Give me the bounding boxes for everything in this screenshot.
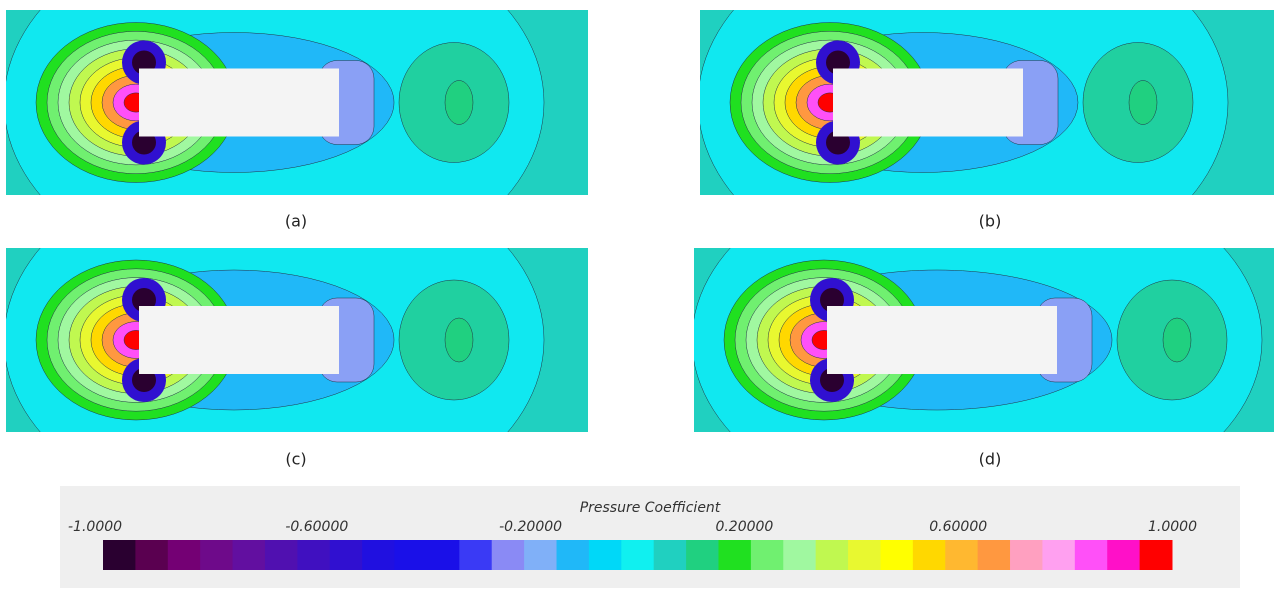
color-swatch bbox=[945, 540, 978, 570]
figure: Pressure Coefficient (a) (b) (c) (d) -1.0000… bbox=[0, 0, 1280, 590]
color-swatch bbox=[880, 540, 913, 570]
color-swatch bbox=[427, 540, 460, 570]
body bbox=[139, 69, 339, 137]
color-swatch bbox=[362, 540, 395, 570]
color-swatch bbox=[589, 540, 622, 570]
tick-label: 0.20000 bbox=[715, 519, 773, 535]
body bbox=[827, 306, 1057, 374]
color-swatch bbox=[1042, 540, 1075, 570]
color-swatch bbox=[848, 540, 881, 570]
color-swatch bbox=[718, 540, 751, 570]
wake-core bbox=[1163, 318, 1191, 362]
contour-layers bbox=[698, 0, 1274, 288]
tick-label: 0.60000 bbox=[929, 519, 987, 535]
tick-label: -0.60000 bbox=[285, 519, 348, 535]
color-swatch bbox=[1075, 540, 1108, 570]
color-swatch bbox=[330, 540, 363, 570]
tick-label: -0.20000 bbox=[499, 519, 562, 535]
colorbar-title: Pressure Coefficient bbox=[580, 500, 721, 516]
color-swatch bbox=[265, 540, 298, 570]
color-swatch bbox=[395, 540, 428, 570]
color-swatch bbox=[1010, 540, 1043, 570]
color-swatch bbox=[200, 540, 233, 570]
color-swatch bbox=[103, 540, 136, 570]
color-swatch bbox=[557, 540, 590, 570]
tick-label: -1.0000 bbox=[68, 519, 122, 535]
contour-plot bbox=[4, 0, 588, 288]
color-swatch bbox=[168, 540, 201, 570]
color-swatch bbox=[686, 540, 719, 570]
wake-core bbox=[445, 81, 473, 125]
panel-label: (a) bbox=[285, 212, 307, 231]
contour-layers bbox=[4, 0, 588, 288]
color-swatch bbox=[654, 540, 687, 570]
wake-core bbox=[445, 318, 473, 362]
panel-label: (c) bbox=[285, 450, 306, 469]
wake-core bbox=[1129, 81, 1157, 125]
color-swatch bbox=[492, 540, 525, 570]
color-swatch bbox=[459, 540, 492, 570]
contour-plot bbox=[698, 0, 1274, 288]
color-swatch bbox=[1140, 540, 1173, 570]
color-swatch bbox=[751, 540, 784, 570]
tick-label: 1.0000 bbox=[1148, 519, 1197, 535]
color-swatch bbox=[297, 540, 330, 570]
body bbox=[833, 69, 1023, 137]
color-swatch bbox=[621, 540, 654, 570]
color-swatch bbox=[913, 540, 946, 570]
color-swatch bbox=[1107, 540, 1140, 570]
color-swatch bbox=[978, 540, 1011, 570]
panel-label: (b) bbox=[979, 212, 1002, 231]
body bbox=[139, 306, 339, 374]
color-swatch bbox=[135, 540, 168, 570]
color-swatch bbox=[783, 540, 816, 570]
color-swatch bbox=[233, 540, 266, 570]
color-swatch bbox=[816, 540, 849, 570]
color-swatch bbox=[524, 540, 557, 570]
panel-label: (d) bbox=[979, 450, 1002, 469]
